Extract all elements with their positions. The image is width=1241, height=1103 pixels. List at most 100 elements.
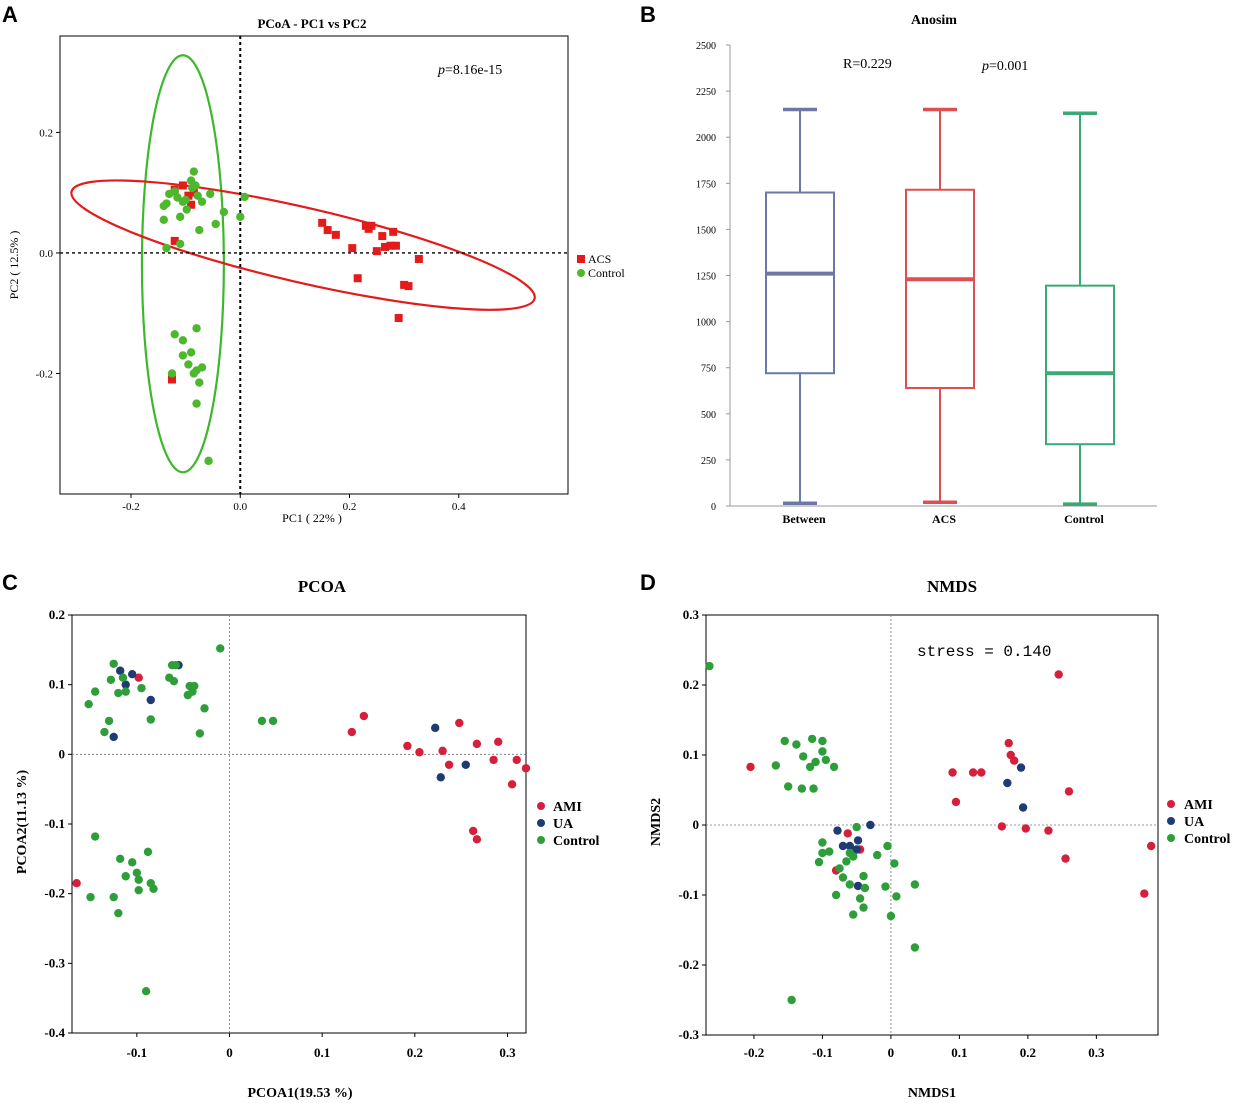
point-ami — [134, 673, 143, 682]
point-ami — [1004, 738, 1013, 748]
point-acs — [323, 226, 332, 235]
point-ami — [472, 739, 482, 749]
point-acs — [348, 244, 357, 253]
point-ami — [347, 727, 357, 737]
c-ytick-label: -0.3 — [44, 955, 65, 970]
panel-a-title: PCoA - PC1 vs PC2 — [257, 16, 366, 31]
c-ytick-label: -0.2 — [44, 886, 65, 901]
point-control — [809, 784, 818, 793]
panel-a-y-ticks: 0.2 0.0 -0.2 — [36, 127, 60, 380]
point-ua — [853, 881, 863, 891]
point-control — [219, 207, 229, 217]
point-acs — [318, 218, 327, 227]
c-xtick-label: 0.2 — [407, 1045, 423, 1060]
d-xtick-label: 0.2 — [1020, 1045, 1036, 1060]
panel-b-pvalue-p: p — [981, 59, 989, 74]
point-ami — [746, 762, 755, 772]
c-xtick-label: -0.1 — [127, 1045, 148, 1060]
panel-b: B Anosim 0 250 500 750 1000 1250 1500 1750 2000 2… — [640, 2, 1157, 526]
point-ua — [866, 820, 875, 830]
point-control — [818, 736, 827, 746]
point-acs — [394, 314, 403, 323]
point-ua — [853, 836, 863, 845]
point-control — [852, 822, 861, 832]
point-acs — [404, 282, 413, 291]
point-control — [162, 243, 171, 253]
d-ytick-label: 0.1 — [683, 747, 699, 762]
point-ami — [1140, 889, 1149, 898]
d-ytick-label: -0.2 — [678, 957, 699, 972]
point-control — [807, 734, 817, 744]
c-ytick-label: -0.1 — [44, 816, 65, 831]
legend-c-control-marker — [537, 836, 545, 844]
point-control — [838, 873, 848, 882]
panel-c-legend: AMI UA Control — [537, 800, 600, 849]
point-control — [195, 378, 204, 387]
d-xtick-label: 0 — [888, 1045, 895, 1060]
point-control — [159, 215, 168, 225]
d-ytick-label: 0.3 — [683, 607, 700, 622]
c-ytick-label: -0.4 — [44, 1025, 65, 1040]
panel-b-label: B — [640, 2, 656, 27]
ellipse-control — [140, 54, 225, 474]
point-ua — [852, 845, 861, 854]
point-control — [197, 197, 207, 206]
point-acs — [381, 242, 390, 251]
point-ua — [121, 680, 130, 689]
legend-c-control-label: Control — [553, 834, 600, 849]
panel-d-legend: AMI UA Control — [1167, 798, 1231, 847]
point-acs — [391, 241, 400, 250]
panel-a-xlabel: PC1 ( 22% ) — [282, 511, 342, 525]
point-control — [855, 894, 865, 903]
b-ytick-label: 2500 — [696, 41, 716, 52]
panel-c-ylabel: PCOA2(11.13 %) — [15, 770, 30, 875]
point-ua — [436, 773, 445, 782]
panel-a-x-ticks: -0.2 0.0 0.2 0.4 — [122, 494, 466, 513]
point-control — [134, 885, 143, 895]
panel-a-pvalue-value: =8.16e-15 — [445, 63, 502, 78]
point-control — [811, 757, 820, 767]
point-control — [114, 908, 123, 918]
a-xtick-label: 0.2 — [343, 501, 357, 513]
point-ua — [146, 695, 155, 705]
point-control — [192, 399, 201, 408]
point-control — [814, 857, 824, 867]
b-ytick-label: 500 — [701, 410, 716, 421]
point-control — [849, 910, 858, 919]
b-ytick-label: 250 — [701, 456, 716, 467]
ellipse-acs — [70, 179, 536, 311]
point-control — [149, 884, 158, 893]
point-control — [859, 871, 868, 881]
point-control — [121, 687, 130, 696]
point-control — [146, 715, 155, 724]
d-ytick-label: 0 — [693, 817, 700, 832]
point-control — [206, 189, 215, 199]
panel-b-boxes — [765, 107, 1115, 506]
point-ua — [115, 666, 125, 675]
point-ami — [472, 835, 482, 844]
point-control — [169, 676, 179, 686]
point-acs — [386, 241, 395, 250]
point-control — [118, 673, 128, 682]
b-ytick-label: 2000 — [696, 133, 716, 144]
panel-c-label: C — [2, 570, 18, 595]
point-control — [181, 195, 190, 205]
point-control — [143, 847, 153, 857]
point-ami — [1044, 826, 1053, 835]
b-ytick-label: 1250 — [696, 272, 716, 283]
panel-d-y-ticks: 0.3 0.2 0.1 0 -0.1 -0.2 -0.3 — [678, 607, 706, 1042]
point-control — [783, 782, 793, 791]
box-control — [1045, 111, 1115, 506]
legend-c-ua-label: UA — [553, 817, 574, 832]
panel-b-pvalue-value: =0.001 — [989, 59, 1028, 74]
panel-a: A PCoA - PC1 vs PC2 -0.2 0.0 0.2 0.4 0.2 0.0… — [2, 2, 625, 525]
d-ytick-label: -0.3 — [678, 1027, 699, 1042]
legend-d-ua-label: UA — [1184, 815, 1205, 830]
point-control — [883, 841, 892, 851]
legend-control-label: Control — [588, 266, 625, 280]
point-control — [821, 755, 831, 765]
a-ytick-label: 0.2 — [39, 127, 53, 139]
point-control — [175, 212, 185, 221]
point-ua — [838, 841, 848, 851]
